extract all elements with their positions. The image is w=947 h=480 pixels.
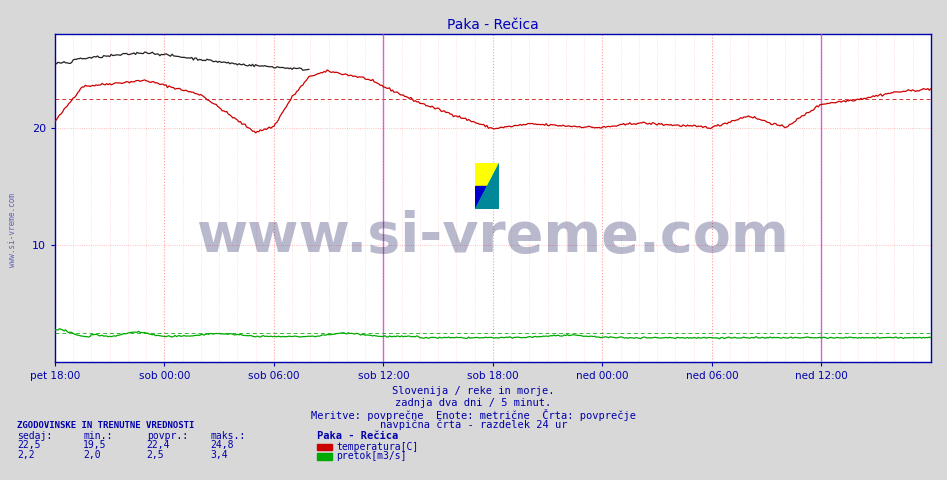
Text: www.si-vreme.com: www.si-vreme.com [197,210,789,264]
Title: Paka - Rečica: Paka - Rečica [447,18,539,33]
Text: 24,8: 24,8 [210,440,234,450]
Text: 2,0: 2,0 [83,450,101,460]
Text: Meritve: povprečne  Enote: metrične  Črta: povprečje: Meritve: povprečne Enote: metrične Črta:… [311,409,636,421]
Text: sedaj:: sedaj: [17,431,52,441]
Text: pretok[m3/s]: pretok[m3/s] [336,452,406,461]
Text: Paka - Rečica: Paka - Rečica [317,431,399,441]
Text: 2,2: 2,2 [17,450,35,460]
Polygon shape [475,163,499,209]
Text: maks.:: maks.: [210,431,245,441]
Polygon shape [475,163,499,209]
Text: www.si-vreme.com: www.si-vreme.com [8,193,17,267]
Text: ZGODOVINSKE IN TRENUTNE VREDNOSTI: ZGODOVINSKE IN TRENUTNE VREDNOSTI [17,421,194,430]
Text: povpr.:: povpr.: [147,431,188,441]
Text: navpična črta - razdelek 24 ur: navpična črta - razdelek 24 ur [380,420,567,430]
Text: 19,5: 19,5 [83,440,107,450]
Text: 2,5: 2,5 [147,450,165,460]
Text: Slovenija / reke in morje.: Slovenija / reke in morje. [392,386,555,396]
Text: zadnja dva dni / 5 minut.: zadnja dva dni / 5 minut. [396,398,551,408]
Polygon shape [475,186,499,209]
Text: min.:: min.: [83,431,113,441]
Text: 3,4: 3,4 [210,450,228,460]
Text: 22,5: 22,5 [17,440,41,450]
Text: 22,4: 22,4 [147,440,170,450]
Polygon shape [475,163,499,186]
Text: temperatura[C]: temperatura[C] [336,442,419,452]
